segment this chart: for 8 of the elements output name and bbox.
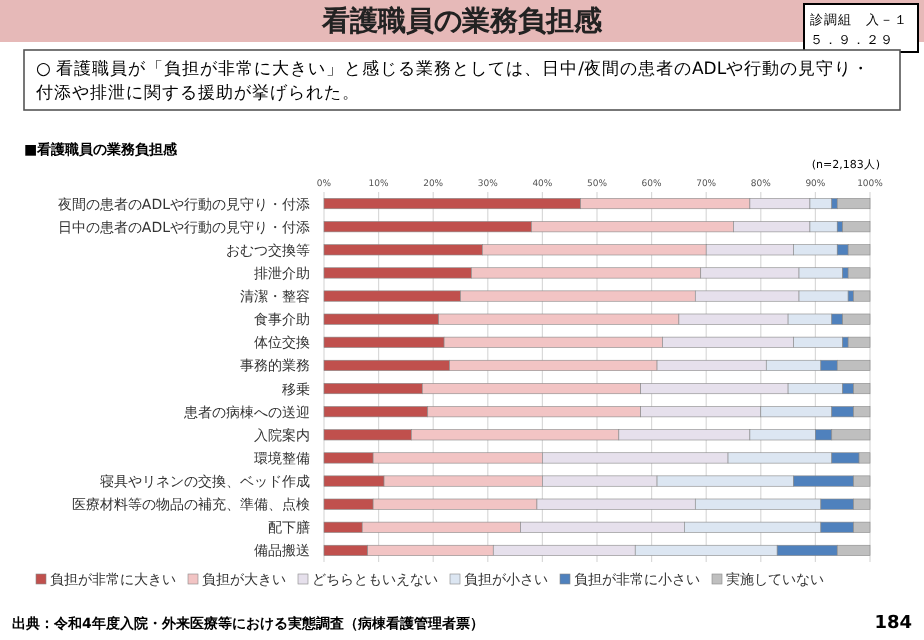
bar <box>847 267 871 279</box>
text: 184 <box>874 614 912 634</box>
bar <box>842 221 871 233</box>
bar <box>836 198 871 210</box>
bar <box>847 336 871 348</box>
chart-title: 看護職員の業務負担感 <box>320 4 604 38</box>
chart-subtitle: ○ 看護職員が「負担が非常に大きい」と感じる業務としては、日中/夜間の患者のADLや行動の見守り・付添や排泄に関する援助が挙げられた。 <box>36 58 871 104</box>
bar <box>853 290 871 302</box>
